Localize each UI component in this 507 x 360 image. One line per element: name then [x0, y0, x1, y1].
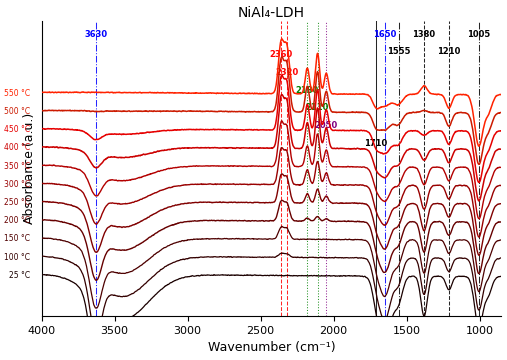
Text: 2360: 2360	[269, 50, 293, 59]
Text: 2320: 2320	[275, 68, 299, 77]
Text: 150 °C: 150 °C	[4, 234, 30, 243]
Text: 100 °C: 100 °C	[4, 253, 30, 262]
Text: 2110: 2110	[306, 103, 329, 112]
Text: 1555: 1555	[387, 47, 410, 56]
Text: 25 °C: 25 °C	[9, 271, 30, 280]
Text: 1710: 1710	[365, 139, 387, 148]
Text: 400 °C: 400 °C	[4, 144, 30, 153]
Text: 2050: 2050	[315, 121, 338, 130]
X-axis label: Wavenumber (cm⁻¹): Wavenumber (cm⁻¹)	[208, 341, 335, 355]
Text: 200 °C: 200 °C	[4, 216, 30, 225]
Text: 3630: 3630	[84, 30, 107, 39]
Y-axis label: Absorbance (a.u.): Absorbance (a.u.)	[23, 113, 36, 224]
Text: 350 °C: 350 °C	[4, 162, 30, 171]
Text: 1380: 1380	[413, 30, 436, 39]
Text: 500 °C: 500 °C	[4, 107, 30, 116]
Text: 1005: 1005	[467, 30, 490, 39]
Text: 550 °C: 550 °C	[4, 89, 30, 98]
Title: NiAl₄-LDH: NiAl₄-LDH	[238, 5, 305, 19]
Text: 2180: 2180	[296, 86, 319, 95]
Text: 300 °C: 300 °C	[4, 180, 30, 189]
Text: 450 °C: 450 °C	[4, 125, 30, 134]
Text: 1650: 1650	[373, 30, 396, 39]
Text: 250 °C: 250 °C	[4, 198, 30, 207]
Text: 1210: 1210	[437, 47, 460, 56]
